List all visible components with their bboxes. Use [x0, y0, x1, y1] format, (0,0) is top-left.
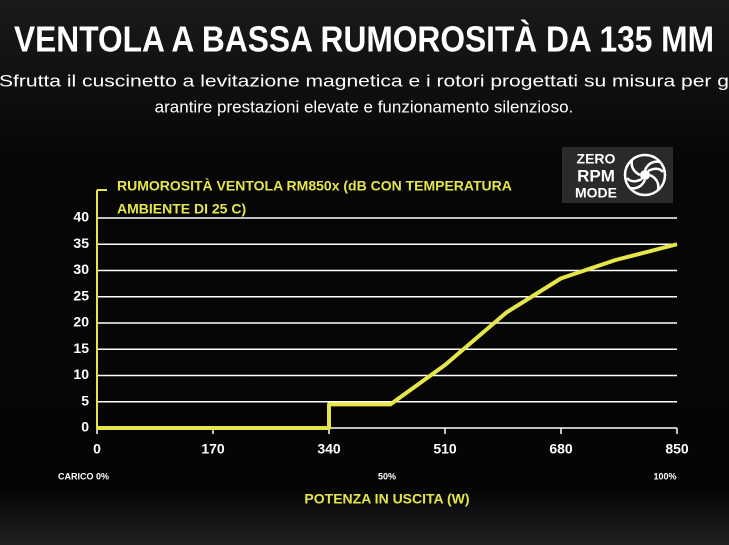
subtitle: Sfrutta il cuscinetto a levitazione magn…	[0, 71, 729, 90]
badge-text: MODE	[575, 185, 617, 201]
y-tick-label: 15	[73, 340, 89, 356]
chart-title: AMBIENTE DI 25 C)	[117, 201, 246, 217]
x-tick-label: 340	[317, 441, 341, 457]
fan-icon	[623, 153, 667, 197]
x-tick-label: 850	[665, 441, 689, 457]
line	[97, 242, 678, 430]
y-tick-label: 0	[81, 419, 89, 435]
fan-blades	[626, 159, 664, 191]
x-tick-label: 510	[433, 441, 457, 457]
y-tick-label: 20	[73, 314, 89, 330]
annotation: CARICO 0%	[58, 471, 109, 481]
y-tick-label: 5	[81, 392, 89, 408]
x-tick-label: 680	[549, 441, 573, 457]
y-tick-label: 10	[73, 366, 89, 382]
subtitle: arantire prestazioni elevate e funzionam…	[155, 97, 574, 116]
y-tick-label: 35	[73, 235, 89, 251]
chart-title: RUMOROSITÀ VENTOLA RM850x (dB CON TEMPER…	[117, 178, 512, 194]
annotation: 50%	[378, 471, 396, 481]
badge-text: ZERO	[577, 151, 616, 167]
x-tick-label: 0	[93, 441, 101, 457]
y-tick-label: 40	[73, 209, 89, 225]
chart: RUMOROSITÀ VENTOLA RM850x (dB CON TEMPER…	[58, 178, 689, 507]
badge-text: RPM	[577, 166, 615, 185]
annotation: 100%	[653, 471, 676, 481]
badge: ZERO RPM MODE	[562, 147, 673, 203]
fan-hub	[640, 170, 650, 180]
x-tick-label: 170	[201, 441, 225, 457]
x-axis-label: POTENZA IN USCITA (W)	[304, 491, 469, 507]
heading: VENTOLA A BASSA RUMOROSITÀ DA 135 MM	[14, 19, 714, 60]
y-tick-label: 30	[73, 261, 89, 277]
y-tick-label: 25	[73, 287, 89, 303]
